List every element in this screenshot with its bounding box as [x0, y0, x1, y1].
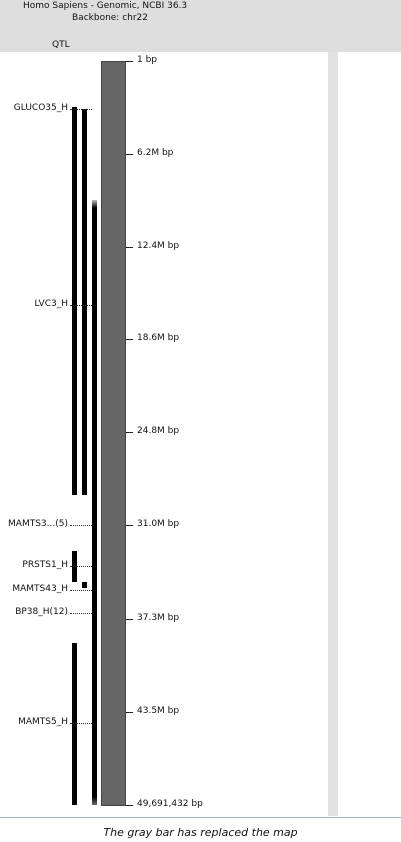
qtl-leader-line — [70, 590, 92, 591]
scale-tick-label: 6.2M bp — [137, 148, 174, 158]
qtl-bar-mamts43[interactable] — [82, 582, 87, 588]
scale-tick — [126, 432, 133, 433]
qtl-leader-line — [70, 305, 92, 306]
scale-tick — [126, 805, 133, 806]
scale-tick — [126, 712, 133, 713]
qtl-bar-gluco35[interactable] — [72, 107, 77, 495]
map-panel — [0, 52, 328, 816]
lvc3-label[interactable]: LVC3_H — [34, 299, 68, 309]
qtl-bar-mamts5[interactable] — [72, 643, 77, 805]
qtl-leader-line — [70, 723, 92, 724]
backbone-label: Backbone: chr22 — [72, 13, 149, 23]
footer-divider — [0, 817, 401, 818]
scale-tick-label: 24.8M bp — [137, 426, 180, 436]
scale-tick-label: 18.6M bp — [137, 333, 180, 343]
panel-divider[interactable] — [328, 52, 338, 816]
scale-tick-label: 43.5M bp — [137, 706, 180, 716]
qtl-bar-lvc3[interactable] — [82, 109, 87, 495]
bp38-label[interactable]: BP38_H(12) — [15, 607, 68, 617]
qtl-leader-line — [70, 109, 92, 110]
scale-tick-label: 31.0M bp — [137, 519, 180, 529]
scale-tick — [126, 619, 133, 620]
qtl-leader-line — [70, 525, 92, 526]
scale-tick — [126, 339, 133, 340]
scale-tick — [126, 247, 133, 248]
qtl-leader-line — [70, 566, 92, 567]
mamts5-label[interactable]: MAMTS5_H — [18, 717, 68, 727]
scale-tick-label: 12.4M bp — [137, 241, 180, 251]
mamts3-label[interactable]: MAMTS3...(5) — [8, 519, 68, 529]
species-assembly-title: Homo Sapiens - Genomic, NCBI 36.3 — [23, 1, 188, 11]
scale-tick-label: 37.3M bp — [137, 613, 180, 623]
empty-panel — [338, 52, 401, 816]
scale-tick-label: 49,691,432 bp — [137, 799, 203, 809]
qtl-bar-cluster[interactable] — [92, 200, 97, 805]
mamts43-label[interactable]: MAMTS43_H — [12, 584, 68, 594]
scale-tick — [126, 525, 133, 526]
prsts1-label[interactable]: PRSTS1_H — [22, 560, 68, 570]
backbone-bar[interactable] — [101, 61, 126, 806]
qtl-track-header[interactable]: QTL — [52, 40, 70, 50]
qtl-leader-line — [70, 613, 92, 614]
scale-tick-label: 1 bp — [137, 55, 158, 65]
scale-tick — [126, 61, 133, 62]
map-header: Homo Sapiens - Genomic, NCBI 36.3 Backbo… — [0, 0, 401, 52]
scale-tick — [126, 154, 133, 155]
figure-caption: The gray bar has replaced the map — [103, 826, 298, 839]
gluco35-label[interactable]: GLUCO35_H — [13, 103, 68, 113]
